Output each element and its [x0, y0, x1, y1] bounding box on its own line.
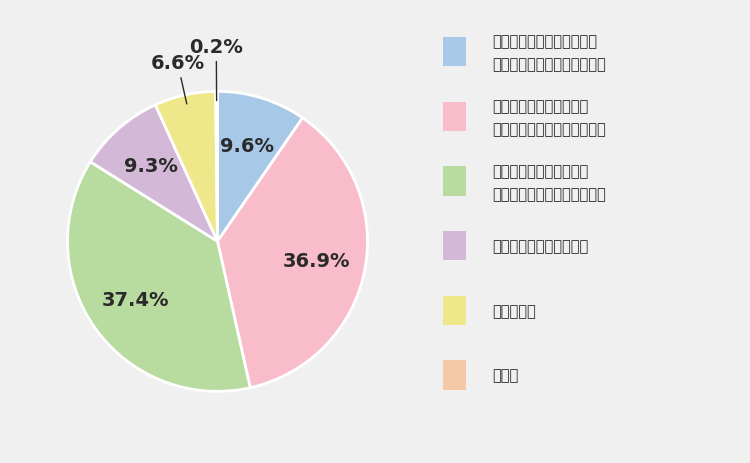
Wedge shape	[215, 92, 217, 242]
Text: わからない: わからない	[493, 303, 536, 318]
FancyBboxPatch shape	[443, 361, 466, 390]
Wedge shape	[217, 119, 368, 388]
Text: 感じている（または感じた）: 感じている（または感じた）	[493, 187, 606, 201]
Wedge shape	[217, 92, 302, 242]
Wedge shape	[90, 106, 218, 242]
Text: 感じている（または感じた）: 感じている（または感じた）	[493, 57, 606, 72]
Text: その他: その他	[493, 368, 519, 383]
Text: 平均的な症状より軽いと: 平均的な症状より軽いと	[493, 163, 589, 179]
Text: 6.6%: 6.6%	[151, 54, 205, 105]
Text: 36.9%: 36.9%	[283, 251, 350, 270]
Text: 9.3%: 9.3%	[124, 157, 178, 176]
FancyBboxPatch shape	[443, 38, 466, 67]
Text: 0.2%: 0.2%	[189, 38, 243, 101]
Wedge shape	[68, 163, 251, 392]
Text: 症状を感じたことはない: 症状を感じたことはない	[493, 238, 589, 254]
Text: 平均的な症状の程度だと: 平均的な症状の程度だと	[493, 99, 589, 114]
Text: 感じている（または感じた）: 感じている（または感じた）	[493, 122, 606, 137]
Wedge shape	[155, 92, 218, 242]
Text: 37.4%: 37.4%	[102, 290, 170, 309]
FancyBboxPatch shape	[443, 296, 466, 325]
FancyBboxPatch shape	[443, 232, 466, 261]
FancyBboxPatch shape	[443, 102, 466, 131]
FancyBboxPatch shape	[443, 167, 466, 196]
Text: 平均的な症状よりひどいと: 平均的な症状よりひどいと	[493, 34, 598, 50]
Text: 9.6%: 9.6%	[220, 137, 274, 156]
